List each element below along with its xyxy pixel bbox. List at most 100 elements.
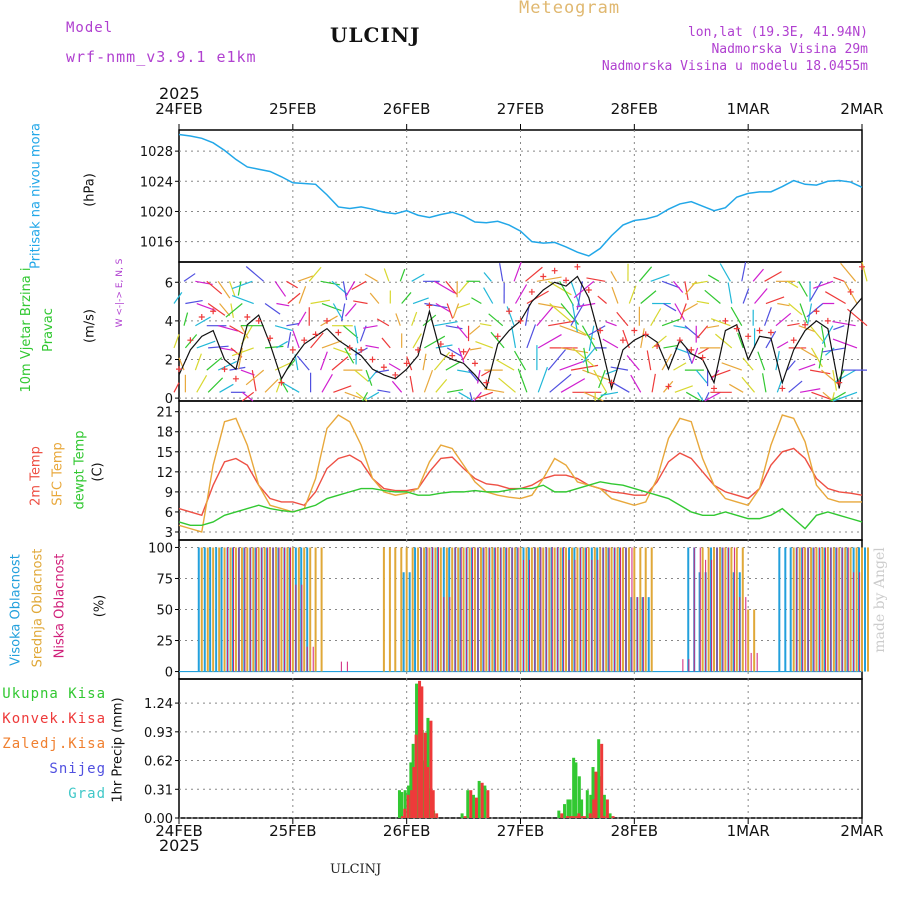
precip-bar-conv_precip (412, 767, 416, 818)
legend-graupel: Grad (68, 786, 106, 802)
wind-gust-marker (517, 317, 524, 324)
wind-arrow (798, 363, 816, 371)
wind-arrow (351, 280, 367, 291)
ytick-label: 25 (156, 635, 173, 650)
wind-arrow (661, 280, 680, 289)
wind-arrow (230, 347, 243, 358)
wind-gust-marker (278, 379, 285, 386)
wind-arrow (483, 287, 494, 304)
wind-arrow (409, 375, 414, 393)
wind-arrow (547, 349, 566, 371)
wind-arrow (597, 391, 607, 401)
wind-arrow (777, 302, 790, 307)
wind-gust-marker (722, 317, 729, 324)
wind-arrow (287, 332, 292, 349)
wind-arrow (787, 322, 800, 327)
wind-arrow (488, 313, 504, 327)
wind-arrow (341, 303, 346, 322)
precip-bar-conv_precip (431, 790, 435, 818)
wind-arrow (536, 276, 562, 282)
wind-arrow (825, 291, 846, 305)
wind-gust-marker (244, 314, 251, 321)
wind-arrow (481, 369, 492, 377)
wind-arrow (395, 313, 401, 326)
wind-arrow (809, 325, 824, 342)
precip-bar-total_precip (471, 794, 475, 818)
model-altitude-info: Nadmorska Visina u modelu 18.0455m (601, 59, 868, 74)
wind-arrow (786, 360, 796, 371)
wind-arrow (229, 366, 246, 371)
wind-gust-marker (608, 379, 615, 386)
time-label-top: 1MAR (727, 100, 770, 118)
wind-arrow (206, 280, 223, 295)
wind-gust-marker (665, 383, 672, 390)
wind-gust-marker (779, 385, 786, 392)
wind-gust-marker (449, 352, 456, 359)
precip-bar-total_precip (557, 810, 561, 818)
wind-arrow (173, 292, 183, 304)
wind-gust-marker (767, 329, 774, 336)
wind-arrow (297, 275, 314, 282)
wind-arrow (583, 391, 604, 402)
wind-gust-marker (699, 354, 706, 361)
wind-arrow (354, 369, 369, 383)
precip-bar-conv_precip (426, 767, 430, 818)
ytick-label: 1020 (140, 205, 173, 220)
wind-arrow (298, 286, 307, 304)
wind-arrow (344, 391, 362, 399)
wind-arrow (673, 362, 687, 371)
wind-arrow (514, 284, 528, 304)
wind-arrow (821, 325, 834, 344)
wind-arrow (674, 347, 693, 356)
wind-arrow (207, 303, 226, 316)
wind-arrow (447, 388, 464, 393)
ytick-label: 6 (165, 276, 173, 291)
wind-arrow (832, 391, 858, 402)
wind-arrow (483, 388, 505, 393)
precip-bar-total_precip (572, 757, 576, 818)
wind-arrow (696, 325, 709, 339)
precip-bar-conv_precip (580, 816, 584, 818)
wind-arrow (355, 391, 368, 402)
wind-gust-marker (619, 337, 626, 344)
wind-arrow (264, 303, 281, 315)
wind-gust-marker (403, 360, 410, 367)
wind-gust-marker (824, 317, 831, 324)
wind-arrow (730, 306, 743, 327)
wind-arrow (597, 295, 607, 304)
wind-arrow (537, 334, 562, 349)
wind-arrow (219, 383, 234, 393)
wind-arrow (354, 325, 359, 344)
wind-arrow (832, 370, 838, 391)
wind-gust-marker (585, 286, 592, 293)
wind-gust-marker (733, 325, 740, 332)
wind-arrow (646, 350, 652, 371)
wind-arrow (684, 325, 700, 339)
wind-gust-marker (745, 333, 752, 340)
wind-arrow (691, 280, 708, 285)
wind-arrow (833, 276, 845, 282)
precip-bar-conv_precip (420, 686, 424, 818)
wind-arrow (331, 356, 349, 371)
wind-arrow (570, 303, 585, 326)
precip-bar-total_precip (597, 739, 601, 818)
wind-gust-marker (506, 308, 513, 315)
wind-arrow (610, 271, 618, 282)
wind-gust-marker (437, 341, 444, 348)
wind-gust-marker (847, 288, 854, 295)
time-label-bottom: 1MAR (727, 822, 770, 840)
wind-arrow (799, 388, 821, 393)
wind-gust-marker (551, 267, 558, 274)
wind-arrow (741, 261, 747, 282)
wind-arrow (251, 370, 257, 392)
wind-arrow (264, 378, 279, 393)
wind-arrow (526, 290, 549, 305)
wind-arrow (473, 391, 482, 402)
wind-arrow (369, 292, 380, 304)
wind-arrow (776, 380, 783, 393)
wind-arrow (583, 347, 589, 374)
wind-arrow (245, 369, 265, 386)
wind-arrow (424, 302, 448, 309)
wind-arrow (727, 282, 733, 304)
wind-arrow (809, 281, 822, 301)
